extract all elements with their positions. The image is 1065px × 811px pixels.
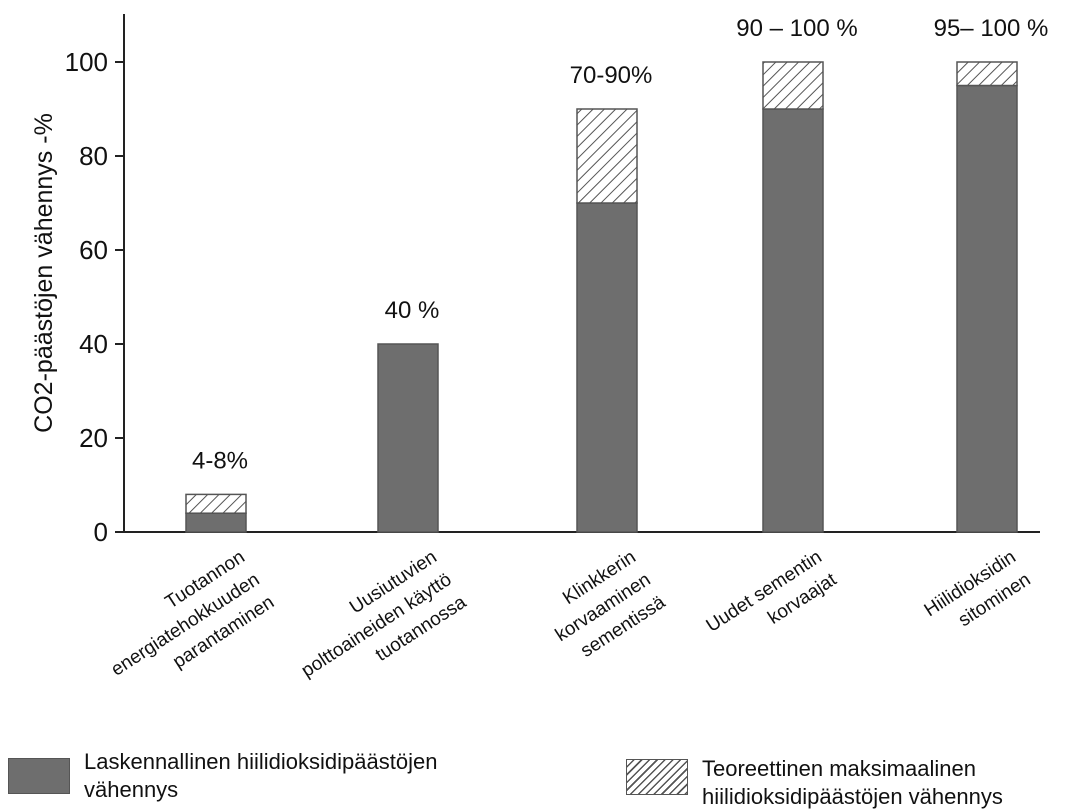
bar-calculated [377, 343, 439, 533]
legend-item-calculated: Laskennallinen hiilidioksidipäästöjen vä… [8, 748, 437, 804]
legend-label-calculated-line1: Laskennallinen hiilidioksidipäästöjen [84, 749, 438, 774]
y-tick-label: 0 [94, 517, 108, 547]
chart-bars [185, 61, 1018, 533]
legend-label-theoretical-line1: Teoreettinen maksimaalinen [702, 756, 976, 781]
bar-data-label: 40 % [385, 297, 440, 324]
legend-swatch-hatched [626, 759, 688, 795]
bar-data-label: 95– 100 % [934, 15, 1049, 42]
bar-calculated [185, 512, 247, 533]
y-tick-label: 60 [79, 235, 108, 265]
chart-axes: 0 20 40 60 80 100 CO2-päästöjen vähennys -% [30, 14, 1040, 547]
bar-calculated [956, 84, 1018, 533]
bar-theoretical-extension [576, 108, 638, 204]
bar-theoretical-extension [956, 61, 1018, 87]
y-tick-label: 40 [79, 329, 108, 359]
bar-data-label: 70-90% [570, 62, 653, 89]
legend-label-calculated: Laskennallinen hiilidioksidipäästöjen vä… [84, 748, 437, 804]
y-tick-label: 100 [65, 47, 108, 77]
legend-label-theoretical: Teoreettinen maksimaalinen hiilidioksidi… [702, 755, 1003, 811]
bar-data-label: 90 – 100 % [736, 15, 857, 42]
y-tick-label: 20 [79, 423, 108, 453]
y-tick-label: 80 [79, 141, 108, 171]
bar-data-label: 4-8% [192, 447, 248, 474]
bar-calculated [576, 202, 638, 533]
legend-label-calculated-line2: vähennys [84, 777, 179, 802]
bar-theoretical-extension [762, 61, 824, 110]
legend-label-theoretical-line2: hiilidioksidipäästöjen vähennys [702, 784, 1003, 809]
legend-item-theoretical: Teoreettinen maksimaalinen hiilidioksidi… [626, 755, 1003, 811]
bar-calculated [762, 108, 824, 533]
legend-swatch-solid [8, 758, 70, 794]
y-axis-label: CO2-päästöjen vähennys -% [30, 113, 58, 433]
bar-theoretical-extension [185, 493, 247, 514]
chart-labels: 4-8% Tuotannonenergiatehokkuudenparantami… [108, 15, 1049, 682]
